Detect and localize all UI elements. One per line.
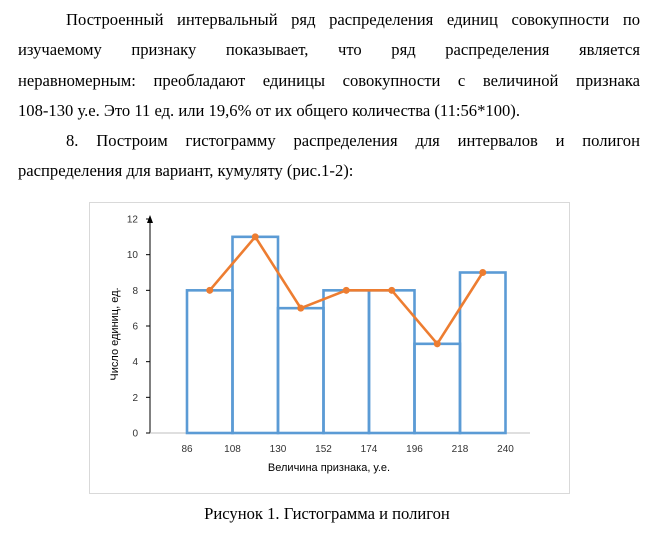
text-line: 108-130 у.е. Это 11 ед. или 19,6% от их … (18, 100, 520, 120)
polygon-point (433, 340, 441, 348)
polygon-point (251, 233, 259, 241)
y-tick-label: 10 (127, 250, 139, 261)
x-tick-label: 174 (361, 444, 378, 455)
x-tick-label: 130 (270, 444, 287, 455)
paragraph-task: 8. Построим гистограмму распределения дл… (18, 126, 640, 187)
text-line: неравномерным: преобладают единицы совок… (18, 70, 640, 90)
histogram-bar (322, 289, 371, 435)
figure-caption: Рисунок 1. Гистограмма и полигон (204, 504, 450, 523)
text-line: Построенный интервальный ряд распределен… (66, 10, 640, 29)
histogram-bar (231, 235, 280, 435)
polygon-point (297, 304, 305, 312)
histogram-bar (413, 342, 462, 435)
x-tick-label: 152 (315, 444, 332, 455)
y-axis-title: Число единиц, ед. (109, 287, 121, 380)
y-tick-label: 8 (132, 286, 138, 297)
histogram-polygon-chart: 0 2 4 6 8 10 12 86 108 130 152 174 196 218 240 Величина… (109, 215, 530, 474)
chart-frame: 0 2 4 6 8 10 12 86 108 130 152 174 196 218 240 Величина… (89, 202, 570, 494)
y-tick-label: 12 (127, 215, 139, 226)
polygon-point (388, 286, 396, 294)
histogram-bar (367, 289, 416, 435)
y-tick-label: 0 (132, 429, 138, 440)
text-line: изучаемому признаку показывает, что ряд … (18, 40, 640, 60)
x-tick-label: 86 (181, 444, 193, 455)
y-tick-label: 4 (132, 357, 138, 368)
paragraph-conclusion: Построенный интервальный ряд распределен… (18, 5, 640, 126)
y-tick-label: 6 (132, 322, 138, 333)
x-tick-label: 240 (497, 444, 514, 455)
histogram-bar (185, 289, 234, 435)
x-tick-label: 108 (224, 444, 241, 455)
polygon-point (206, 286, 214, 294)
text-line: распределения для вариант, кумуляту (рис… (18, 161, 354, 181)
x-axis-title: Величина признака, у.е. (268, 462, 390, 474)
histogram-bar (276, 306, 325, 435)
x-tick-label: 218 (452, 444, 469, 455)
x-tick-label: 196 (406, 444, 423, 455)
y-tick-label: 2 (132, 393, 138, 404)
polygon-point (342, 286, 350, 294)
polygon-point (479, 269, 487, 276)
text-line: 8. Построим гистограмму распределения дл… (66, 131, 640, 150)
